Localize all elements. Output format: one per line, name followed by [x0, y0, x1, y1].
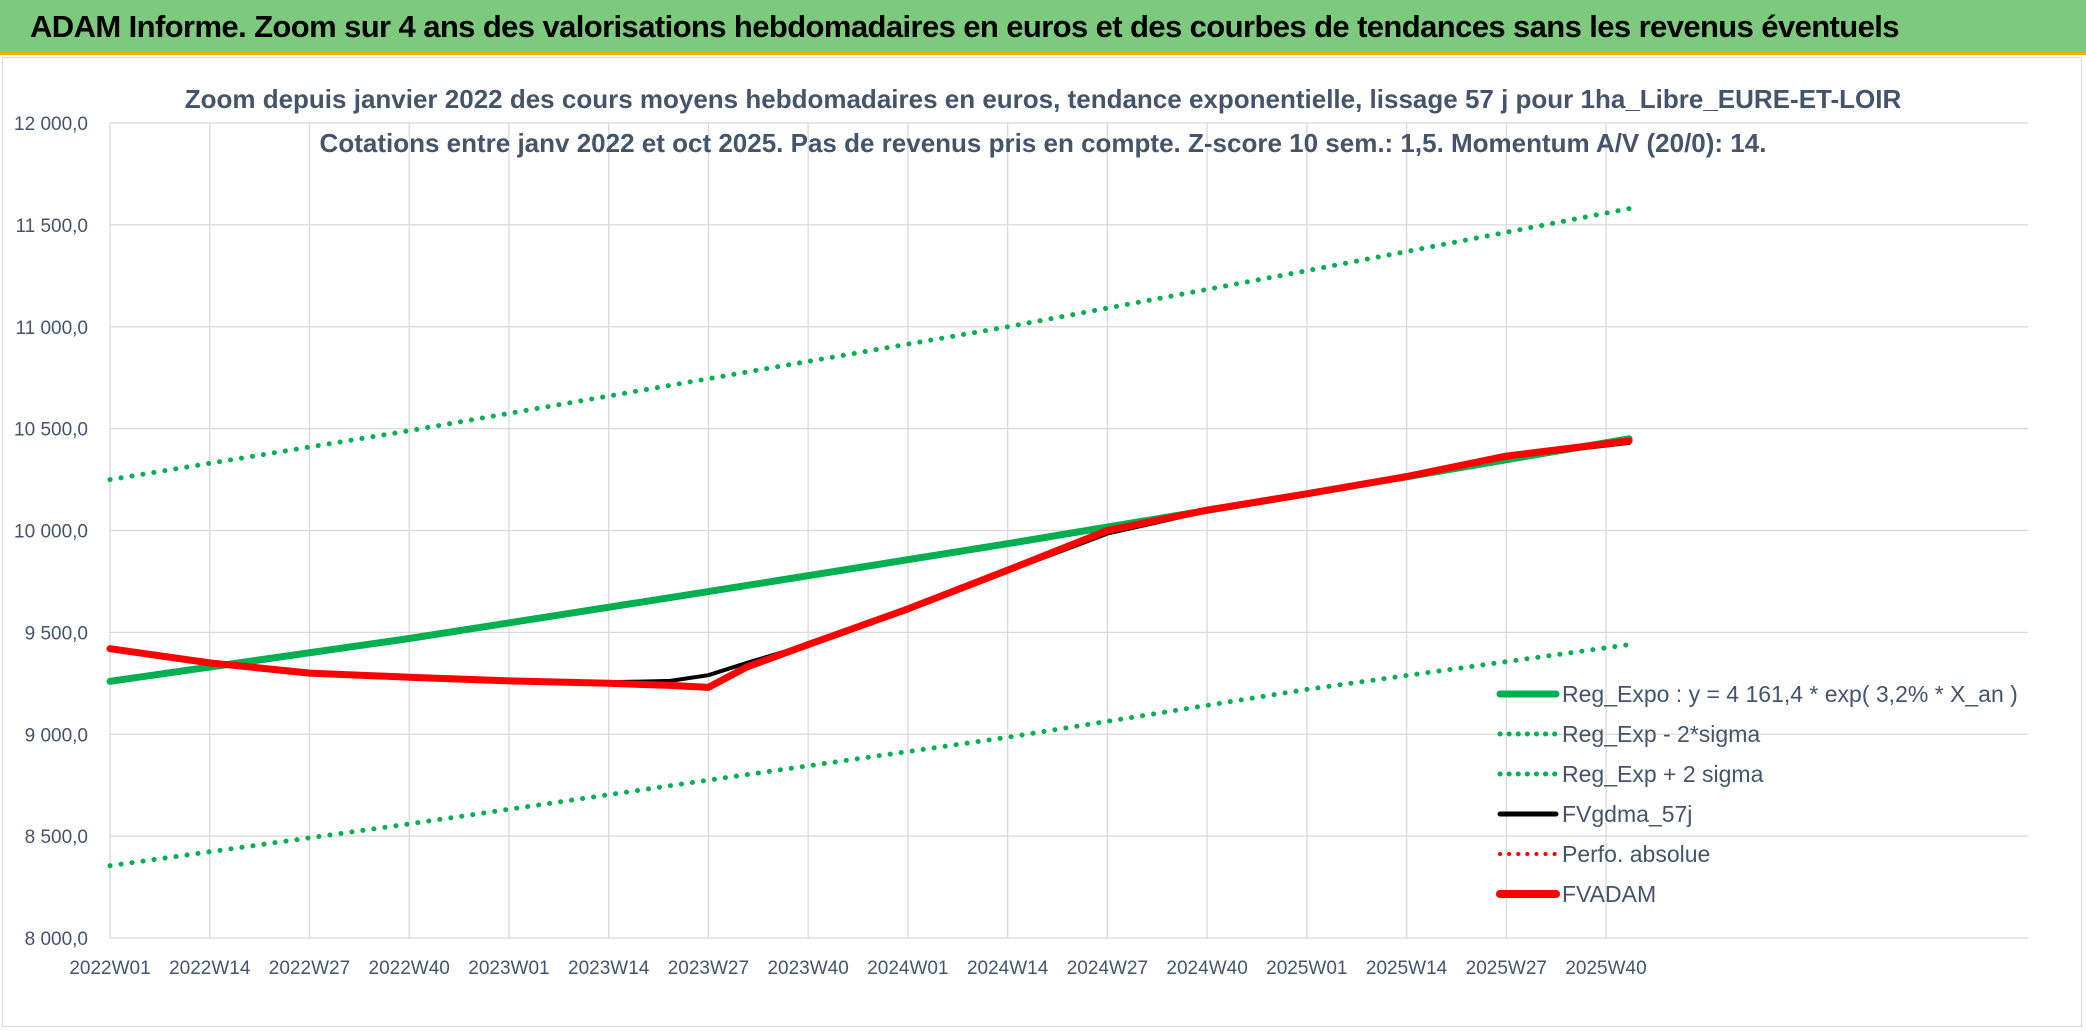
x-tick-label: 2022W27 [269, 958, 350, 979]
chart-legend: Reg_Expo : y = 4 161,4 * exp( 3,2% * X_a… [1496, 681, 2018, 907]
legend-reg-exp-minus-label: Reg_Exp - 2*sigma [1562, 721, 1760, 747]
chart-frame [2, 57, 2082, 1027]
y-tick-label: 10 500,0 [14, 420, 88, 441]
y-tick-label: 10 000,0 [14, 522, 88, 543]
x-tick-label: 2024W27 [1067, 958, 1148, 979]
y-tick-label: 8 500,0 [25, 827, 88, 848]
y-tick-label: 11 500,0 [15, 216, 88, 237]
y-tick-label: 12 000,0 [14, 114, 88, 135]
y-tick-label: 9 000,0 [25, 725, 88, 746]
legend-perfo-absolue-label: Perfo. absolue [1562, 841, 1710, 867]
legend-fvgdma-label: FVgdma_57j [1562, 801, 1692, 827]
x-tick-label: 2022W40 [369, 958, 450, 979]
x-tick-label: 2025W01 [1266, 958, 1347, 979]
x-tick-label: 2025W14 [1366, 958, 1448, 979]
x-tick-label: 2022W14 [169, 958, 251, 979]
x-tick-label: 2024W01 [867, 958, 948, 979]
chart-title: Zoom depuis janvier 2022 des cours moyen… [185, 84, 1902, 114]
x-tick-label: 2024W14 [967, 958, 1049, 979]
fvadam-line [106, 437, 1633, 691]
legend-fvadam-label: FVADAM [1562, 881, 1656, 907]
x-tick-label: 2023W27 [668, 958, 749, 979]
x-tick-label: 2023W40 [767, 958, 848, 979]
x-axis-ticks: 2022W01 2022W14 2022W27 2022W40 2023W01 2023W… [69, 958, 1646, 979]
report-title: ADAM Informe. Zoom sur 4 ans des valoris… [30, 9, 1900, 44]
x-tick-label: 2024W40 [1166, 958, 1247, 979]
banner-corner-left [0, 52, 10, 55]
legend-reg-exp-plus-label: Reg_Exp + 2 sigma [1562, 761, 1764, 787]
reg-exp-minus-2sigma-line [107, 642, 1632, 869]
x-tick-label: 2025W27 [1466, 958, 1547, 979]
banner-corner-right [2076, 52, 2086, 55]
x-tick-label: 2022W01 [69, 958, 150, 979]
x-tick-label: 2023W14 [568, 958, 650, 979]
y-tick-label: 8 000,0 [25, 929, 88, 950]
chart-subtitle: Cotations entre janv 2022 et oct 2025. P… [320, 128, 1767, 158]
x-tick-label: 2025W40 [1565, 958, 1646, 979]
y-tick-label: 9 500,0 [25, 623, 88, 644]
report-banner: ADAM Informe. Zoom sur 4 ans des valoris… [0, 0, 2086, 55]
y-tick-label: 11 000,0 [15, 318, 88, 339]
y-axis-ticks: 8 000,0 8 500,0 9 000,0 9 500,0 10 000,0 10 5… [14, 114, 88, 950]
series-lines [106, 206, 1633, 869]
reg-exp-plus-2sigma-line [107, 206, 1632, 483]
legend-reg-expo-label: Reg_Expo : y = 4 161,4 * exp( 3,2% * X_a… [1562, 681, 2018, 707]
x-tick-label: 2023W01 [468, 958, 549, 979]
